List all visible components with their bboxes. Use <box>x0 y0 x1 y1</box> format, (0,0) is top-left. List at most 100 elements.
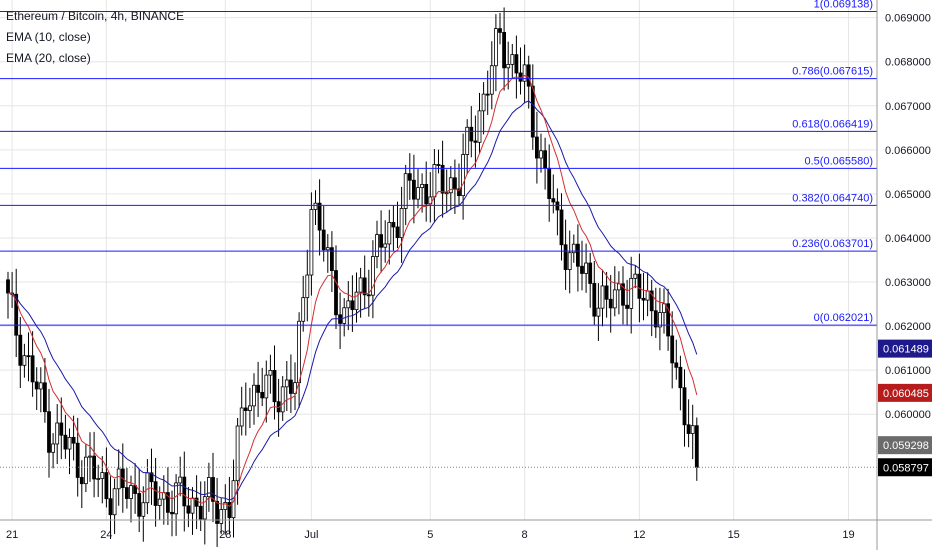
candle-body <box>47 411 51 453</box>
candle-body <box>543 150 547 169</box>
candle-body <box>141 502 146 517</box>
price-badge-label: 0.058797 <box>883 462 929 474</box>
ema10-line <box>7 74 698 507</box>
candle-body <box>219 509 224 524</box>
candle-body <box>481 93 486 112</box>
candle-body <box>34 381 39 390</box>
candle-body <box>223 502 228 510</box>
candle-body <box>641 297 646 301</box>
candle-body <box>596 307 601 317</box>
time-tick-label: 8 <box>522 529 528 541</box>
candle-body <box>325 247 330 251</box>
candle-body <box>547 167 552 200</box>
time-tick-label: 19 <box>842 529 854 541</box>
candle-body <box>92 455 96 480</box>
time-tick-label: 15 <box>728 529 740 541</box>
candle-body <box>600 285 605 309</box>
candle-body <box>420 184 425 189</box>
candle-body <box>694 425 699 468</box>
candle-body <box>465 126 470 155</box>
candle-body <box>305 274 310 299</box>
candle-body <box>272 370 277 403</box>
candle-body <box>608 298 613 309</box>
time-tick-label: 24 <box>100 529 112 541</box>
legend-ema10: EMA (10, close) <box>6 30 91 44</box>
candle-body <box>502 32 507 69</box>
candle-body <box>125 487 129 499</box>
candle-body <box>358 277 363 293</box>
price-badge <box>878 458 932 477</box>
price-tick-label: 0.065000 <box>885 189 931 201</box>
candle-body <box>334 270 338 316</box>
candle-body <box>666 303 670 337</box>
candle-body <box>588 262 593 284</box>
candle-body <box>194 497 199 507</box>
candle-body <box>592 283 597 317</box>
fib-label: 0.236(0.063701) <box>792 238 873 250</box>
candle-body <box>38 382 43 390</box>
candle-body <box>432 164 437 198</box>
candle-body <box>67 436 72 450</box>
candle-body <box>383 243 388 248</box>
candle-body <box>416 187 420 200</box>
candle-body <box>284 379 289 388</box>
candle-body <box>375 234 379 257</box>
candle-body <box>461 154 466 197</box>
candle-body <box>493 28 498 67</box>
candle-body <box>498 28 502 33</box>
candle-body <box>88 455 92 458</box>
candle-body <box>256 384 261 393</box>
candle-body <box>239 407 244 427</box>
fib-label: 0(0.062021) <box>814 312 873 324</box>
price-tick-label: 0.067000 <box>885 101 931 113</box>
candle-body <box>473 140 478 143</box>
candle-body <box>235 425 240 482</box>
candle-body <box>399 208 404 239</box>
candle-body <box>198 505 203 520</box>
price-tick-label: 0.063000 <box>885 277 931 289</box>
candle-body <box>551 198 556 203</box>
candle-body <box>625 304 629 309</box>
candle-body <box>84 456 88 485</box>
candle-body <box>153 481 158 506</box>
candle-body <box>539 150 543 159</box>
candle-body <box>321 229 326 251</box>
candle-body <box>329 247 334 271</box>
candle-body <box>190 497 195 514</box>
candle-body <box>149 472 154 483</box>
candle-body <box>633 273 638 279</box>
candle-body <box>584 262 588 274</box>
candle-body <box>391 222 396 228</box>
candle-body <box>55 422 60 445</box>
candle-body <box>252 384 256 407</box>
candle-body <box>157 498 162 506</box>
candle-body <box>411 179 416 200</box>
candle-body <box>182 476 187 507</box>
candle-body <box>26 355 31 358</box>
candle-body <box>682 387 687 426</box>
candle-body <box>59 422 64 436</box>
candle-body <box>186 505 191 514</box>
candle-body <box>112 488 117 516</box>
candle-body <box>96 478 101 480</box>
candle-body <box>108 498 113 516</box>
time-tick-label: 12 <box>633 529 645 541</box>
candle-body <box>571 243 576 254</box>
candle-body <box>30 355 35 383</box>
candle-body <box>489 65 494 95</box>
time-tick-label: Jul <box>304 529 318 541</box>
candle-body <box>440 164 445 194</box>
ema20-line <box>7 100 698 501</box>
price-tick-label: 0.062000 <box>885 321 931 333</box>
candle-body <box>555 201 560 211</box>
candle-body <box>686 424 691 434</box>
candle-body <box>424 184 429 205</box>
candle-body <box>436 164 441 166</box>
candle-body <box>658 312 662 328</box>
candle-body <box>18 334 23 366</box>
candle-body <box>297 320 302 384</box>
time-tick-label: 28 <box>219 529 231 541</box>
candle-body <box>145 472 150 504</box>
